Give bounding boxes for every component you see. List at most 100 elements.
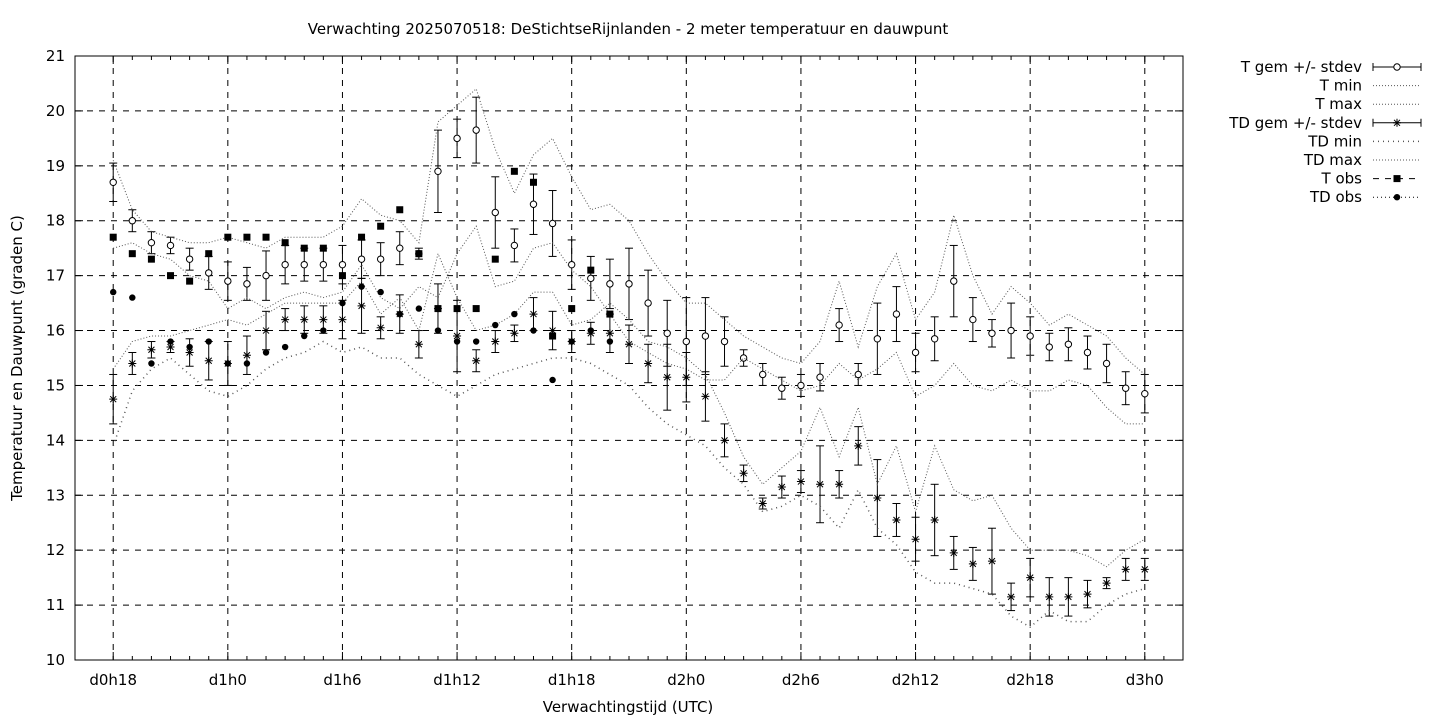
data-point [568, 305, 576, 313]
data-point [109, 178, 117, 186]
data-point [472, 305, 480, 313]
legend-label: TD gem +/- stdev [1228, 114, 1362, 132]
data-point [396, 310, 403, 318]
data-point [453, 305, 461, 313]
data-point [434, 327, 442, 334]
data-point [128, 217, 137, 225]
data-point [587, 266, 595, 274]
data-point [491, 208, 499, 217]
data-point [186, 343, 193, 351]
x-tick-label: d2h0 [667, 671, 705, 689]
data-point [1064, 340, 1073, 348]
data-point [185, 255, 194, 263]
data-point [682, 373, 691, 382]
data-point [1026, 332, 1034, 340]
data-point [530, 327, 537, 334]
legend-item: T min [1319, 77, 1421, 95]
data-point [854, 441, 863, 450]
data-point [892, 310, 901, 318]
data-point [453, 134, 461, 143]
data-point [167, 272, 175, 280]
data-point [243, 280, 251, 288]
data-point [319, 260, 328, 269]
data-point [128, 359, 137, 368]
data-point [568, 338, 575, 345]
data-point [510, 241, 519, 250]
data-point [510, 329, 519, 338]
data-point [835, 321, 843, 329]
data-point [529, 200, 538, 208]
data-point [987, 557, 996, 566]
series-t-max [112, 88, 1146, 375]
data-point [1121, 565, 1130, 574]
data-point [242, 351, 251, 360]
y-tick-label: 10 [46, 651, 65, 669]
y-tick-label: 16 [46, 322, 65, 340]
legend-item: TD gem +/- stdev [1228, 114, 1422, 132]
legend-item: TD min [1307, 132, 1421, 150]
data-point [300, 315, 309, 324]
data-point [338, 272, 346, 280]
x-tick-label: d2h6 [782, 671, 820, 689]
data-point [949, 548, 958, 557]
data-point [606, 338, 614, 345]
data-point [950, 277, 958, 285]
data-point [1007, 592, 1016, 601]
y-tick-label: 14 [46, 431, 65, 449]
x-tick-label: d0h18 [89, 671, 137, 689]
data-point [1121, 384, 1130, 392]
data-point [529, 178, 537, 186]
data-point [109, 395, 118, 404]
data-point [186, 277, 194, 285]
data-point [797, 381, 805, 390]
y-tick-label: 21 [46, 47, 65, 65]
data-point [567, 260, 576, 269]
y-tick-label: 18 [46, 212, 65, 230]
data-point [739, 354, 748, 362]
legend-item: T obs [1321, 170, 1421, 188]
y-tick-label: 15 [46, 376, 65, 394]
data-point [166, 241, 175, 250]
legend-marker [1393, 194, 1401, 201]
data-point [1083, 348, 1092, 357]
data-point [434, 305, 442, 313]
data-point [587, 327, 594, 334]
data-point [549, 376, 556, 384]
data-point [377, 288, 384, 296]
x-tick-label: d2h12 [892, 671, 940, 689]
data-point [262, 271, 270, 280]
data-point [988, 329, 996, 337]
data-point [510, 167, 518, 175]
data-point [377, 222, 385, 230]
data-point [453, 338, 461, 345]
data-point [204, 356, 213, 365]
data-point [548, 326, 557, 335]
data-point [376, 323, 385, 332]
legend-marker [1393, 118, 1401, 127]
data-point [529, 310, 538, 319]
series-td-max [112, 252, 1146, 568]
legend-item: TD obs [1309, 188, 1421, 206]
data-point [166, 343, 175, 352]
data-point [682, 337, 691, 346]
data-point [548, 219, 557, 228]
y-tick-label: 19 [46, 157, 65, 175]
data-point [930, 515, 939, 524]
data-point [320, 327, 327, 334]
data-point [301, 332, 308, 340]
y-tick-label: 11 [46, 596, 65, 614]
data-point [759, 370, 767, 379]
series-t-obs [109, 167, 614, 340]
data-point [243, 360, 251, 367]
data-point [491, 255, 499, 263]
data-point [1007, 326, 1015, 335]
data-point [968, 559, 977, 568]
data-point [205, 250, 213, 258]
data-point [224, 360, 232, 367]
data-point [511, 310, 518, 318]
data-point [128, 250, 136, 258]
data-point [472, 126, 480, 134]
data-point [109, 233, 117, 241]
x-tick-label: d2h18 [1006, 671, 1054, 689]
data-point [1140, 565, 1149, 574]
